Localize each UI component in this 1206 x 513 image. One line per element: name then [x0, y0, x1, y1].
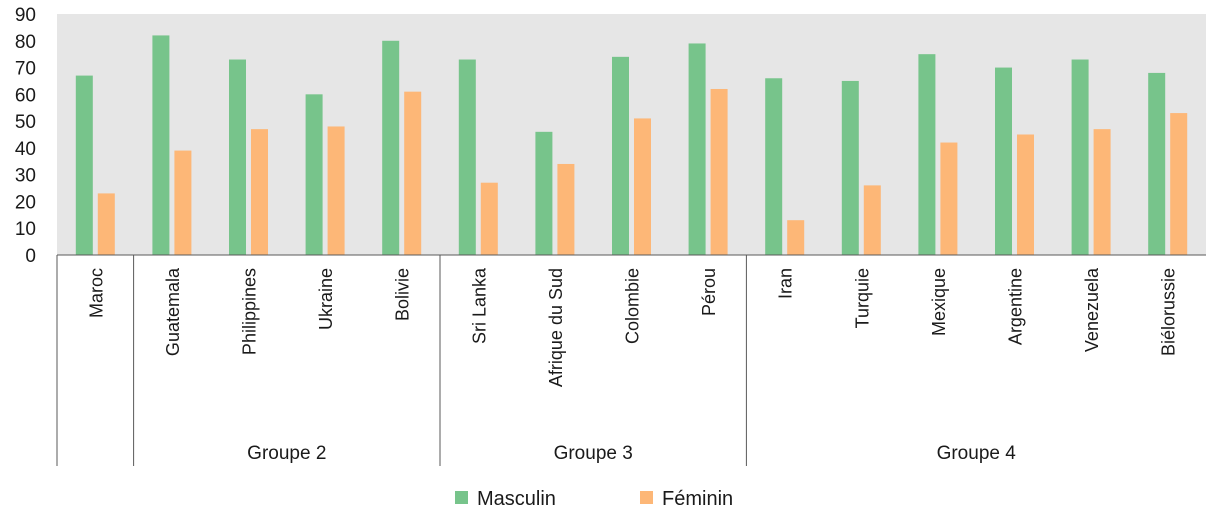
y-tick-label-10: 10	[15, 219, 36, 240]
bar-feminin-4	[404, 91, 422, 255]
category-label-12: Argentine	[1006, 268, 1026, 345]
bar-masculin-12	[995, 67, 1012, 255]
bar-feminin-8	[710, 88, 728, 255]
category-label-10: Turquie	[852, 268, 872, 328]
category-label-13: Venezuela	[1082, 267, 1102, 352]
category-label-8: Pérou	[699, 268, 719, 316]
y-tick-label-20: 20	[15, 192, 36, 213]
y-tick-label-40: 40	[15, 139, 36, 160]
bar-masculin-1	[152, 35, 170, 255]
bar-masculin-5	[458, 59, 476, 255]
bar-feminin-10	[863, 185, 881, 255]
group-label-3: Groupe 4	[937, 443, 1017, 464]
y-axis: 0 10 20 30 40 50 60 70 80 90	[15, 5, 36, 267]
category-label-1: Guatemala	[163, 267, 183, 356]
legend-swatch-1	[640, 491, 653, 504]
y-tick-label-80: 80	[15, 32, 36, 53]
category-label-4: Bolivie	[393, 268, 413, 321]
group-label-2: Groupe 3	[554, 443, 633, 464]
bar-feminin-0	[97, 193, 115, 255]
bar-masculin-11	[918, 54, 936, 255]
bar-feminin-12	[1017, 134, 1034, 255]
category-label-5: Sri Lanka	[469, 267, 489, 344]
bar-masculin-13	[1071, 59, 1089, 255]
bar-masculin-6	[535, 131, 553, 255]
category-label-14: Biélorussie	[1159, 268, 1179, 356]
y-tick-label-90: 90	[15, 5, 36, 26]
y-tick-label-0: 0	[25, 246, 36, 267]
y-tick-label-50: 50	[15, 112, 36, 133]
legend: Masculin Féminin	[455, 488, 733, 510]
bar-feminin-3	[327, 126, 345, 255]
category-label-3: Ukraine	[316, 268, 336, 330]
bar-feminin-5	[480, 182, 498, 255]
y-tick-label-70: 70	[15, 59, 36, 80]
bar-masculin-3	[305, 94, 323, 255]
bar-masculin-0	[75, 75, 93, 255]
group-label-1: Groupe 2	[247, 443, 326, 464]
bar-masculin-7	[612, 56, 629, 256]
bar-feminin-6	[557, 163, 575, 255]
category-label-2: Philippines	[240, 268, 260, 355]
bar-masculin-8	[688, 43, 706, 256]
legend-label-1: Féminin	[662, 488, 733, 510]
category-label-6: Afrique du Sud	[546, 268, 566, 387]
category-label-11: Mexique	[929, 268, 949, 336]
bar-masculin-14	[1148, 72, 1166, 255]
bar-feminin-7	[634, 118, 651, 256]
bar-feminin-11	[940, 142, 958, 255]
plot-area	[57, 14, 1206, 255]
bar-feminin-14	[1170, 113, 1188, 255]
legend-swatch-0	[455, 491, 468, 504]
bar-feminin-13	[1093, 129, 1111, 255]
category-label-9: Iran	[776, 268, 796, 299]
bar-feminin-1	[174, 150, 192, 255]
bar-masculin-10	[841, 80, 859, 255]
category-label-7: Colombie	[623, 268, 643, 344]
bar-feminin-2	[251, 129, 268, 255]
bar-masculin-4	[382, 40, 400, 255]
legend-label-0: Masculin	[477, 488, 556, 510]
bar-masculin-9	[765, 78, 783, 256]
bar-masculin-2	[229, 59, 246, 255]
bars-layer	[75, 35, 1188, 256]
y-tick-label-60: 60	[15, 85, 36, 106]
bar-feminin-9	[787, 220, 805, 255]
category-label-0: Maroc	[86, 268, 106, 318]
y-tick-label-30: 30	[15, 166, 36, 187]
x-axis: Groupe 2 Groupe 3 Groupe 4 Maroc Guatemala Ph…	[56, 254, 1206, 466]
